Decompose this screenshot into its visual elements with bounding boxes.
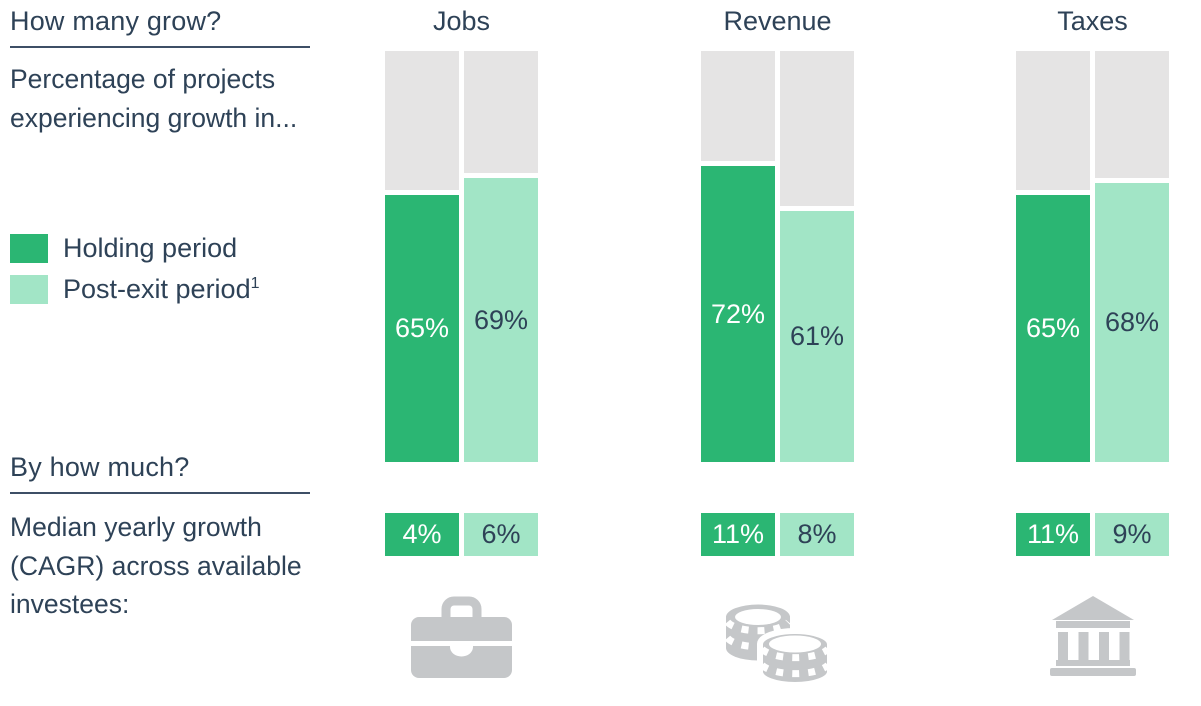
- cagr-value-label: 11%: [1026, 519, 1080, 549]
- bar-fill-post-exit: 61%: [780, 211, 854, 462]
- bar-taxes-holding: 65%: [1016, 51, 1090, 462]
- bar-track: [1016, 51, 1090, 190]
- legend-label-post-exit: Post-exit period1: [63, 274, 260, 304]
- cagr-value-label: 9%: [1112, 519, 1152, 549]
- cagr-chip-holding: 11%: [1016, 513, 1090, 556]
- bar-revenue-post-exit: 61%: [780, 51, 854, 462]
- cagr-row-revenue: 11% 8%: [701, 513, 854, 556]
- cagr-chip-holding: 11%: [701, 513, 775, 556]
- bar-revenue-holding: 72%: [701, 51, 775, 462]
- bar-value-label: 65%: [394, 312, 450, 343]
- bar-pair-revenue: 72% 61%: [701, 51, 854, 462]
- cagr-chip-post-exit: 9%: [1095, 513, 1169, 556]
- bar-track: [701, 51, 775, 162]
- legend-swatch-post-exit-icon: [10, 275, 48, 304]
- cagr-row-jobs: 4% 6%: [385, 513, 538, 556]
- taxes-icon-row: [1016, 596, 1169, 681]
- cagr-value-label: 4%: [402, 519, 442, 549]
- cagr-value-label: 11%: [711, 519, 765, 549]
- bar-track: [780, 51, 854, 207]
- bar-track: [1095, 51, 1169, 178]
- category-title-taxes: Taxes: [1057, 6, 1128, 36]
- chart-group-taxes: Taxes 65% 68% 11% 9%: [1016, 0, 1169, 706]
- legend: Holding period Post-exit period1: [10, 233, 260, 316]
- bar-track: [385, 51, 459, 190]
- jobs-icon-row: [385, 596, 538, 685]
- legend-label-holding: Holding period: [63, 233, 238, 263]
- bar-value-label: 69%: [473, 304, 529, 335]
- section-title-by-how-much: By how much?: [10, 452, 310, 494]
- category-title-revenue: Revenue: [723, 6, 832, 36]
- briefcase-icon: [409, 596, 514, 685]
- bar-jobs-holding: 65%: [385, 51, 459, 462]
- bar-fill-post-exit: 68%: [1095, 182, 1169, 462]
- revenue-icon-row: [701, 596, 854, 693]
- bar-taxes-post-exit: 68%: [1095, 51, 1169, 462]
- bar-jobs-post-exit: 69%: [464, 51, 538, 462]
- cagr-chip-post-exit: 6%: [464, 513, 538, 556]
- legend-item-holding-period: Holding period: [10, 233, 260, 263]
- cagr-value-label: 6%: [481, 519, 521, 549]
- cagr-value-label: 8%: [797, 519, 837, 549]
- bar-value-label: 61%: [789, 321, 845, 352]
- legend-swatch-holding-icon: [10, 234, 48, 263]
- bar-fill-holding: 65%: [385, 194, 459, 462]
- bar-fill-holding: 65%: [1016, 194, 1090, 462]
- section-title-how-many-grow: How many grow?: [10, 6, 310, 48]
- bar-pair-jobs: 65% 69%: [385, 51, 538, 462]
- chart-group-revenue: Revenue 72% 61% 11% 8%: [701, 0, 854, 706]
- bar-value-label: 72%: [710, 298, 766, 329]
- bar-value-label: 65%: [1025, 312, 1081, 343]
- cagr-row-taxes: 11% 9%: [1016, 513, 1169, 556]
- chart-group-jobs: Jobs 65% 69% 4% 6%: [385, 0, 538, 706]
- category-title-jobs: Jobs: [432, 6, 491, 36]
- legend-item-post-exit-period: Post-exit period1: [10, 274, 260, 304]
- bar-fill-post-exit: 69%: [464, 178, 538, 462]
- bar-pair-taxes: 65% 68%: [1016, 51, 1169, 462]
- cagr-chip-post-exit: 8%: [780, 513, 854, 556]
- bar-fill-holding: 72%: [701, 166, 775, 462]
- coins-icon: [722, 596, 834, 693]
- bar-track: [464, 51, 538, 174]
- section-description-how-many: Percentage of projects experiencing grow…: [10, 64, 298, 133]
- bank-icon: [1049, 596, 1137, 681]
- section-description-by-how-much: Median yearly growth (CAGR) across avail…: [10, 512, 302, 619]
- cagr-chip-holding: 4%: [385, 513, 459, 556]
- bar-value-label: 68%: [1104, 306, 1160, 337]
